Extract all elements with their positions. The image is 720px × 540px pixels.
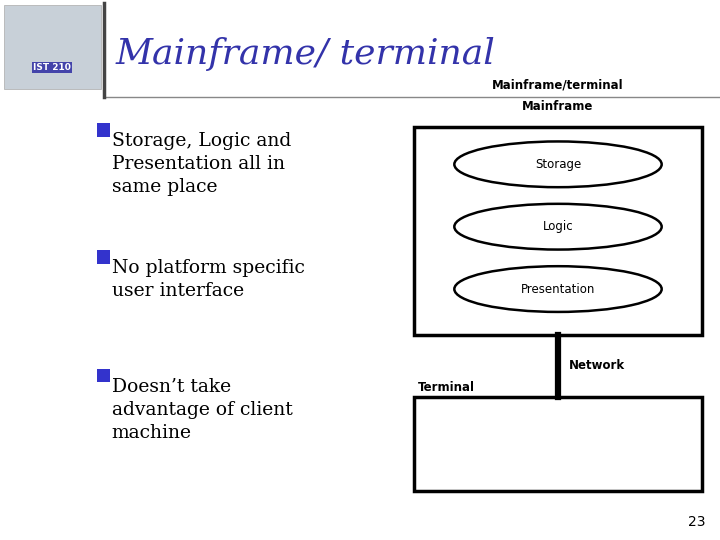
Text: Mainframe/terminal: Mainframe/terminal [492,79,624,92]
Ellipse shape [454,266,662,312]
FancyBboxPatch shape [414,127,702,335]
Text: Storage, Logic and
Presentation all in
same place: Storage, Logic and Presentation all in s… [112,132,291,196]
Text: Mainframe/ terminal: Mainframe/ terminal [115,37,495,71]
FancyBboxPatch shape [4,5,101,89]
Text: Network: Network [569,359,625,373]
Text: No platform specific
user interface: No platform specific user interface [112,259,305,300]
Text: 23: 23 [688,515,706,529]
Ellipse shape [454,141,662,187]
Text: Doesn’t take
advantage of client
machine: Doesn’t take advantage of client machine [112,378,292,442]
Text: Storage: Storage [535,158,581,171]
Text: IST 210: IST 210 [33,63,71,72]
FancyBboxPatch shape [97,369,110,382]
FancyBboxPatch shape [414,397,702,491]
Ellipse shape [454,204,662,249]
Text: Logic: Logic [543,220,573,233]
Text: Mainframe: Mainframe [522,100,594,113]
Text: Presentation: Presentation [521,282,595,295]
Text: Terminal: Terminal [418,381,474,394]
FancyBboxPatch shape [97,250,110,264]
FancyBboxPatch shape [97,123,110,137]
